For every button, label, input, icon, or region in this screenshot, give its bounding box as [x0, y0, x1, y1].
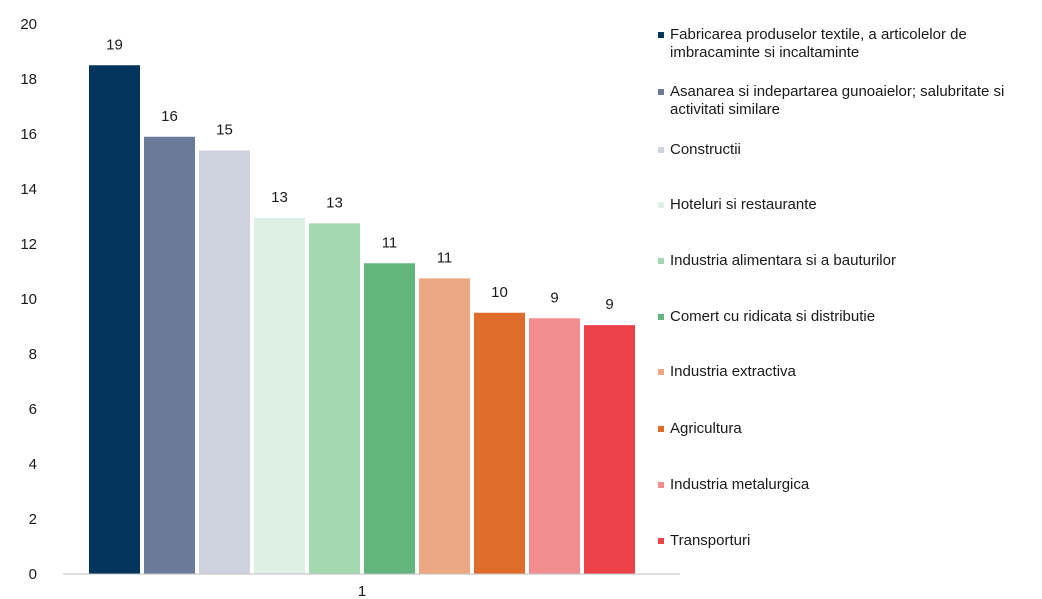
data-label: 11 [437, 249, 453, 266]
bar [144, 136, 195, 574]
bar [89, 65, 140, 574]
y-axis-tick-label: 10 [20, 291, 37, 308]
legend-label: Constructii [670, 141, 741, 158]
y-axis-tick-labels: 0 2 4 6 8 10 12 14 16 18 20 [20, 16, 37, 583]
y-axis-tick-label: 0 [29, 566, 37, 583]
bars [89, 65, 635, 574]
legend-swatch [658, 314, 664, 320]
bar [584, 325, 635, 574]
y-axis-tick-label: 16 [20, 126, 37, 143]
data-label: 13 [326, 194, 343, 211]
legend-swatch [658, 147, 664, 153]
legend-item: Comert cu ridicata si distributie [658, 308, 1038, 326]
legend-item: Fabricarea produselor textile, a articol… [658, 26, 1038, 62]
y-axis-tick-label: 8 [29, 346, 37, 363]
bar [529, 318, 580, 574]
legend-swatch [658, 258, 664, 264]
x-axis-tick-label: 1 [358, 583, 366, 599]
legend-swatch [658, 369, 664, 375]
y-axis-tick-label: 14 [20, 181, 37, 198]
data-label: 15 [216, 122, 233, 139]
legend-swatch [658, 538, 664, 544]
legend-item: Industria alimentara si a bauturilor [658, 252, 1038, 270]
y-axis-tick-label: 20 [20, 16, 37, 33]
data-label: 16 [161, 108, 178, 125]
y-axis-tick-label: 18 [20, 71, 37, 88]
legend-label: Fabricarea produselor textile, a articol… [670, 26, 967, 61]
y-axis-tick-label: 4 [29, 456, 37, 473]
bar [364, 263, 415, 574]
legend-label: Asanarea si indepartarea gunoaielor; sal… [670, 83, 1005, 118]
data-label: 9 [550, 289, 558, 306]
legend-label: Comert cu ridicata si distributie [670, 308, 876, 325]
y-axis-tick-label: 6 [29, 401, 37, 418]
legend-item: Transporturi [658, 532, 1038, 550]
data-label: 13 [271, 189, 288, 206]
legend-item: Hoteluri si restaurante [658, 196, 1038, 214]
legend-swatch [658, 89, 664, 95]
y-axis-tick-label: 2 [29, 511, 37, 528]
legend-swatch [658, 202, 664, 208]
legend-label: Industria extractiva [670, 363, 796, 380]
data-label: 11 [382, 234, 398, 251]
legend-label: Industria alimentara si a bauturilor [670, 252, 896, 269]
legend-swatch [658, 32, 664, 38]
legend-swatch [658, 426, 664, 432]
bar [199, 150, 250, 574]
legend-label: Agricultura [670, 420, 742, 437]
legend-item: Asanarea si indepartarea gunoaielor; sal… [658, 83, 1038, 119]
legend-label: Transporturi [670, 532, 751, 549]
legend-item: Industria metalurgica [658, 476, 1038, 494]
legend-label: Industria metalurgica [670, 476, 810, 493]
bar [474, 312, 525, 574]
bar [309, 223, 360, 574]
legend-item: Constructii [658, 141, 1038, 159]
bar [254, 217, 305, 574]
data-label: 10 [491, 284, 508, 301]
y-axis-tick-label: 12 [20, 236, 37, 253]
legend-label: Hoteluri si restaurante [670, 196, 817, 213]
bar [419, 278, 470, 574]
legend-item: Industria extractiva [658, 363, 1038, 381]
data-label: 9 [605, 296, 613, 313]
data-labels: 19 16 15 13 13 11 11 10 9 9 [106, 36, 614, 313]
legend-item: Agricultura [658, 420, 1038, 438]
legend-swatch [658, 482, 664, 488]
data-label: 19 [106, 36, 123, 53]
